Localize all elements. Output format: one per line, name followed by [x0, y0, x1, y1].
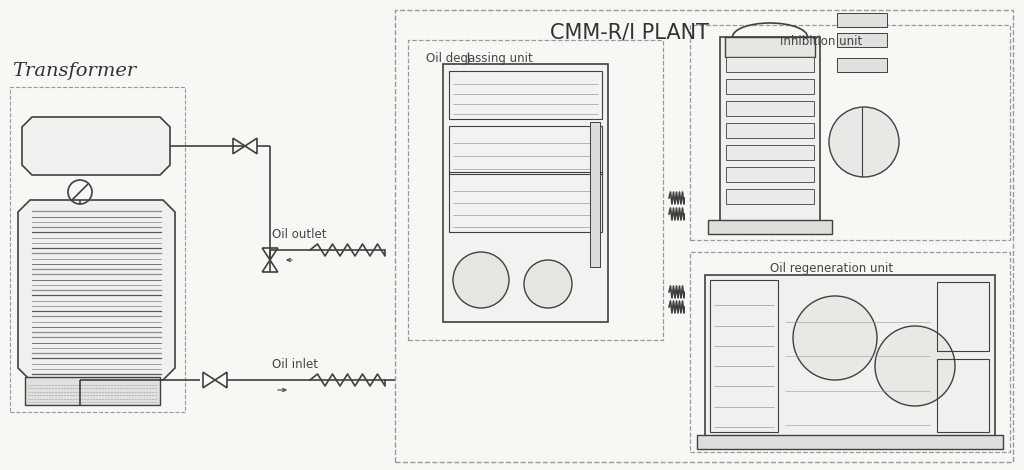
Bar — [726, 167, 814, 182]
Bar — [726, 123, 814, 138]
Bar — [726, 145, 814, 160]
Bar — [725, 37, 815, 57]
Bar — [837, 58, 887, 72]
Text: Inhibition unit: Inhibition unit — [779, 35, 862, 48]
Circle shape — [874, 326, 955, 406]
Bar — [690, 252, 1010, 452]
Bar — [937, 359, 989, 432]
Bar — [25, 377, 160, 405]
Bar — [395, 10, 1013, 462]
Bar — [837, 33, 887, 47]
Text: Oil degassing unit: Oil degassing unit — [426, 52, 532, 65]
Bar — [449, 126, 602, 174]
Text: Oil outlet: Oil outlet — [272, 228, 327, 241]
Text: CMM-R/I PLANT: CMM-R/I PLANT — [550, 22, 710, 42]
Circle shape — [793, 296, 877, 380]
Text: Oil regeneration unit: Oil regeneration unit — [770, 262, 893, 275]
Bar — [590, 122, 600, 267]
Bar — [690, 25, 1010, 240]
Bar — [726, 101, 814, 116]
Bar — [697, 435, 1002, 449]
Polygon shape — [22, 117, 170, 175]
Text: Oil inlet: Oil inlet — [272, 358, 318, 371]
Bar — [10, 87, 185, 412]
Bar — [705, 275, 995, 437]
Bar — [708, 220, 831, 234]
Bar — [726, 57, 814, 72]
Bar — [837, 13, 887, 27]
Bar — [720, 37, 820, 222]
Bar — [726, 189, 814, 204]
Bar — [449, 172, 602, 232]
Circle shape — [453, 252, 509, 308]
Circle shape — [829, 107, 899, 177]
Polygon shape — [18, 200, 175, 380]
Bar — [937, 282, 989, 351]
Bar — [710, 280, 778, 432]
Circle shape — [524, 260, 572, 308]
Bar — [726, 79, 814, 94]
Text: Transformer: Transformer — [12, 62, 136, 80]
Bar — [443, 64, 608, 322]
Bar — [408, 40, 663, 340]
Bar — [449, 71, 602, 119]
